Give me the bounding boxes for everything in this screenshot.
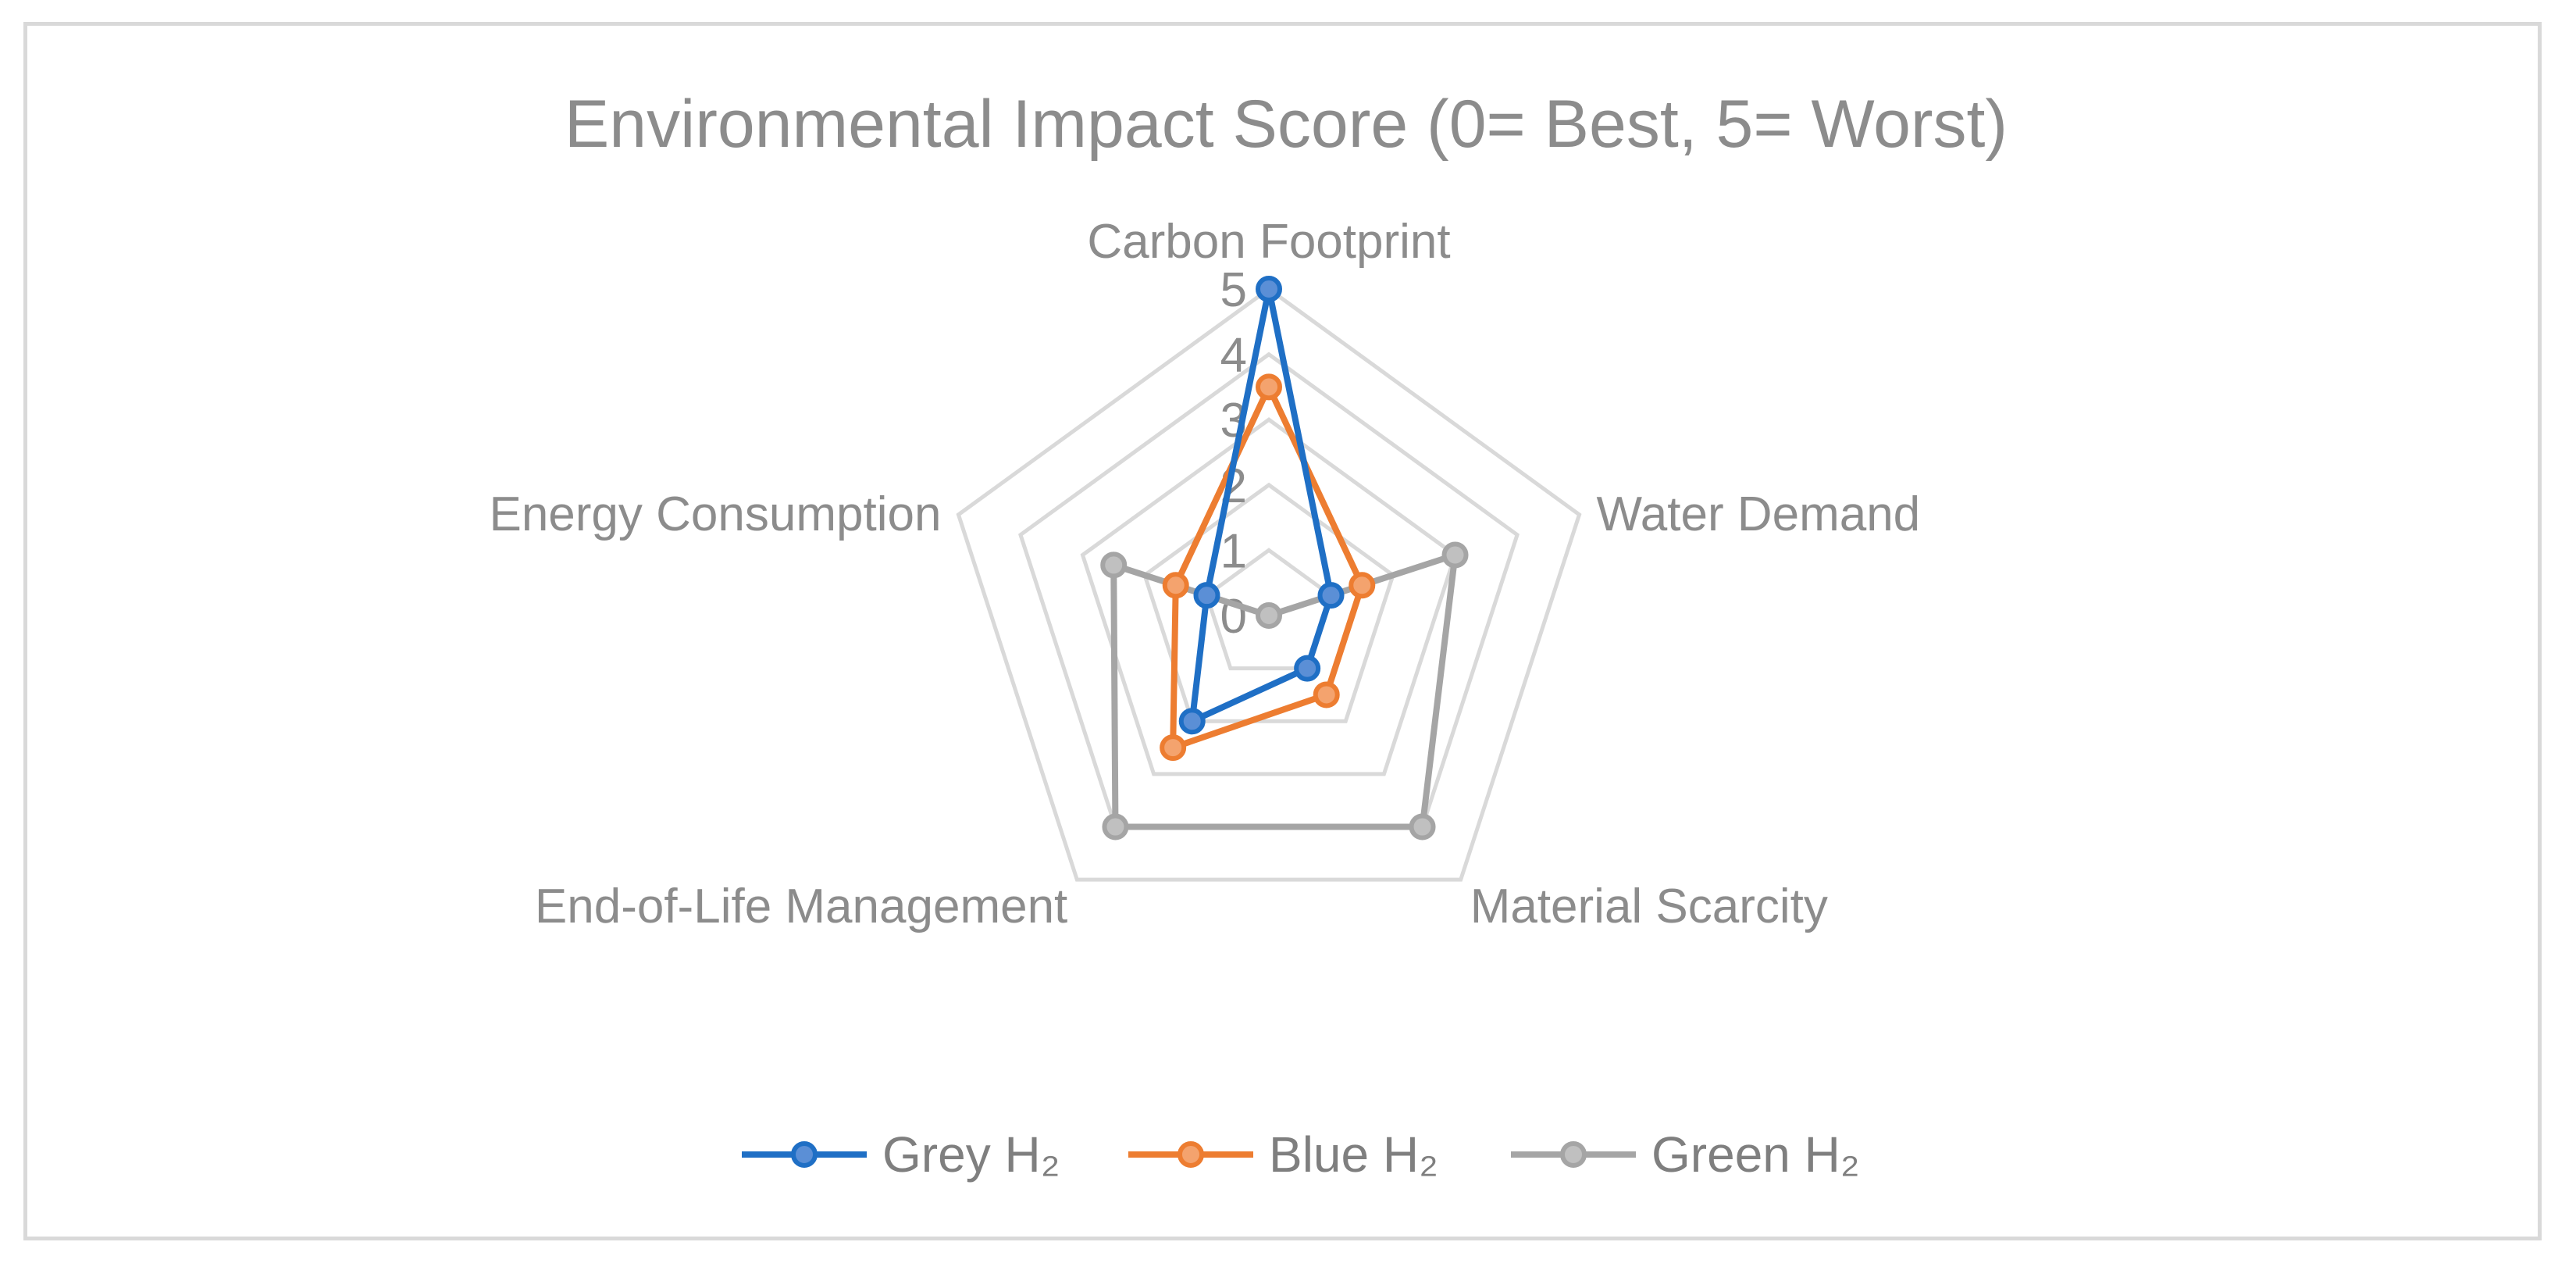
series-green-h bbox=[1100, 541, 1469, 841]
series-line-grey-h bbox=[1188, 286, 1334, 725]
tick-label-1: 1 bbox=[1220, 524, 1247, 578]
chart-frame: Environmental Impact Score (0= Best, 5= … bbox=[23, 22, 2542, 1240]
radar-chart: Environmental Impact Score (0= Best, 5= … bbox=[489, 87, 2008, 1183]
legend-label-grey-h: Grey H₂ bbox=[882, 1126, 1060, 1183]
axis-label-water-demand: Water Demand bbox=[1597, 487, 1921, 541]
legend-item-blue-h: Blue H₂ bbox=[1128, 1126, 1438, 1183]
axis-label-carbon-footprint: Carbon Footprint bbox=[1087, 215, 1450, 269]
point-green-h-material-scarcity bbox=[1409, 813, 1436, 841]
axis-label-material-scarcity: Material Scarcity bbox=[1470, 880, 1828, 933]
chart-legend: Grey H₂ Blue H₂ Green H₂ bbox=[742, 1126, 1860, 1183]
radar-series bbox=[1100, 276, 1469, 841]
legend-label-green-h: Green H₂ bbox=[1651, 1126, 1860, 1183]
legend-marker-green-h bbox=[1560, 1141, 1587, 1168]
chart-title: Environmental Impact Score (0= Best, 5= … bbox=[565, 87, 2008, 162]
legend-marker-blue-h bbox=[1178, 1141, 1204, 1168]
point-grey-h-material-scarcity bbox=[1294, 655, 1321, 682]
series-line-blue-h bbox=[1170, 384, 1366, 751]
legend-marker-grey-h bbox=[791, 1141, 818, 1168]
point-grey-h-energy-consumption bbox=[1193, 582, 1220, 609]
series-line-green-h bbox=[1110, 551, 1459, 830]
series-blue-h bbox=[1160, 373, 1376, 762]
axis-label-energy-consumption: Energy Consumption bbox=[489, 487, 941, 541]
axis-label-end-of-life-management: End-of-Life Management bbox=[535, 880, 1067, 933]
grid-ring-3 bbox=[1080, 417, 1458, 776]
grid-ring-2 bbox=[1142, 482, 1395, 723]
legend-item-grey-h: Grey H₂ bbox=[742, 1126, 1060, 1183]
point-green-h-end-of-life-management bbox=[1102, 813, 1129, 841]
point-grey-h-end-of-life-management bbox=[1178, 708, 1206, 735]
point-grey-h-carbon-footprint bbox=[1256, 276, 1282, 302]
point-green-h-energy-consumption bbox=[1100, 551, 1128, 579]
tick-label-5: 5 bbox=[1220, 263, 1247, 317]
radar-axis-labels: Carbon Footprint Water Demand Material Sca… bbox=[489, 215, 1920, 933]
point-grey-h-water-demand bbox=[1317, 582, 1345, 609]
legend-item-green-h: Green H₂ bbox=[1511, 1126, 1860, 1183]
point-blue-h-water-demand bbox=[1349, 572, 1376, 599]
legend-label-blue-h: Blue H₂ bbox=[1269, 1126, 1438, 1183]
point-green-h-water-demand bbox=[1441, 541, 1469, 569]
point-green-h-carbon-footprint bbox=[1256, 602, 1282, 629]
point-blue-h-carbon-footprint bbox=[1256, 373, 1282, 401]
grid-ring-5 bbox=[956, 286, 1582, 882]
series-grey-h bbox=[1178, 276, 1345, 735]
point-blue-h-energy-consumption bbox=[1162, 572, 1189, 599]
point-blue-h-material-scarcity bbox=[1313, 681, 1340, 708]
tick-label-4: 4 bbox=[1220, 329, 1247, 383]
point-blue-h-end-of-life-management bbox=[1160, 734, 1187, 762]
